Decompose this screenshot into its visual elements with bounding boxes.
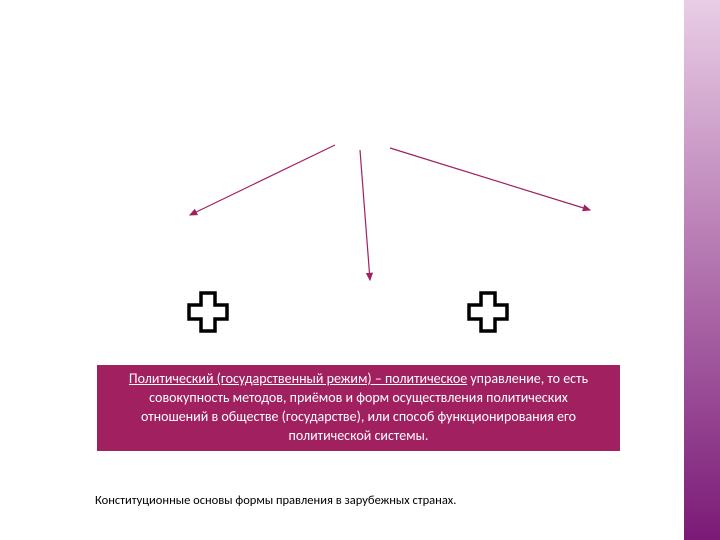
- arrow: [190, 145, 335, 215]
- label-political-regime-fragment: й режим: [592, 235, 636, 271]
- footer-caption: Конституционные основы формы правления в…: [95, 493, 456, 508]
- cross-icon: [186, 290, 230, 334]
- label-fragment-line2: режим: [592, 253, 636, 271]
- definition-underlined: Политический (государственный режим) – п…: [129, 370, 467, 387]
- arrow: [390, 148, 590, 210]
- cross-shape: [189, 293, 227, 331]
- definition-box: Политический (государственный режим) – п…: [95, 363, 622, 453]
- slide: й режим Политический (государственный ре…: [0, 0, 720, 540]
- cross-icon: [466, 290, 510, 334]
- cross-shape: [469, 293, 507, 331]
- arrow-group: [190, 145, 590, 280]
- label-fragment-line1: й: [592, 235, 600, 253]
- definition-text: Политический (государственный режим) – п…: [117, 370, 600, 446]
- arrow: [360, 150, 370, 280]
